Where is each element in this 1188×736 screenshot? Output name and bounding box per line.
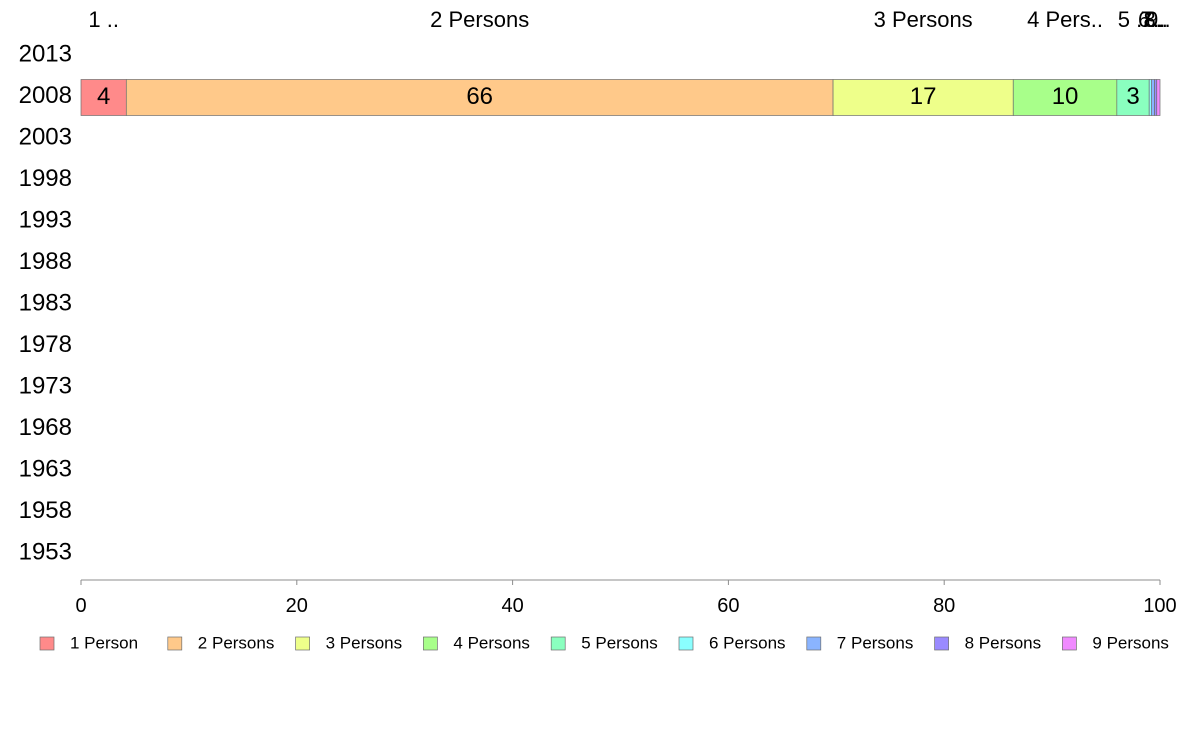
legend-label: 3 Persons (326, 633, 403, 652)
top-segment-label: 6.. (1138, 7, 1162, 32)
y-tick-label: 2008 (19, 82, 72, 109)
y-tick-label: 1988 (19, 248, 72, 275)
x-tick-label: 80 (933, 595, 955, 617)
bar-value-label: 66 (466, 83, 493, 110)
x-tick-label: 20 (286, 595, 308, 617)
bar-value-label: 10 (1052, 83, 1079, 110)
bar-segment (1012, 79, 1118, 116)
y-tick-label: 1963 (19, 455, 72, 482)
top-segment-label: 3 Persons (874, 7, 973, 32)
y-tick-label: 1993 (19, 206, 72, 233)
legend-label: 5 Persons (581, 633, 658, 652)
y-tick-label: 1998 (19, 165, 72, 192)
legend: 1 Person 2 Persons 3 Persons 4 Persons 5 Per… (39, 633, 1169, 652)
bar-segment (1151, 79, 1155, 116)
legend-swatch (39, 636, 55, 651)
y-tick-label: 1983 (19, 289, 72, 316)
top-category-labels: 1 .. 2 Persons 3 Persons 4 Pers.. 5 ..6..7..… (88, 7, 1170, 32)
y-tick-label: 2003 (19, 123, 72, 150)
top-segment-label: 2 Persons (430, 7, 529, 32)
legend-swatch (806, 636, 822, 651)
x-tick-label: 60 (717, 595, 739, 617)
legend-label: 7 Persons (837, 633, 914, 652)
x-axis: 0 20 40 60 80 100 (75, 579, 1177, 617)
y-tick-label: 1953 (19, 538, 72, 565)
legend-label: 4 Persons (453, 633, 530, 652)
bar-value-label: 17 (910, 83, 937, 110)
x-tick-label: 0 (75, 595, 86, 617)
top-segment-label: 7.. (1141, 7, 1165, 32)
legend-swatch (678, 636, 694, 651)
legend-label: 8 Persons (965, 633, 1042, 652)
bar-value-label: 4 (97, 83, 110, 110)
top-segment-label: 8.. (1143, 7, 1167, 32)
y-tick-label: 1968 (19, 414, 72, 441)
legend-label: 6 Persons (709, 633, 786, 652)
legend-swatch (934, 636, 949, 651)
bar-segment (125, 79, 834, 116)
top-segment-label: 4 Pers.. (1027, 7, 1103, 32)
x-tick-label: 40 (501, 595, 523, 617)
legend-swatch (423, 636, 438, 651)
top-segment-label: 1 .. (88, 7, 119, 32)
legend-label: 1 Person (70, 633, 138, 652)
legend-swatch (167, 636, 183, 651)
bar-value-label: 3 (1126, 83, 1139, 110)
x-tick-label: 100 (1143, 595, 1176, 617)
y-tick-label: 1958 (19, 497, 72, 524)
y-tick-label: 1978 (19, 331, 72, 358)
legend-label: 9 Persons (1092, 633, 1169, 652)
bar-segment (1116, 79, 1150, 116)
bars: 4 66 17 10 3 (80, 79, 1161, 116)
top-segment-label: 5 .. (1118, 7, 1149, 32)
y-axis: 2013 2008 2003 1998 1993 1988 1983 1978 1973 1968… (19, 40, 72, 565)
bar-segment (1156, 79, 1161, 116)
y-tick-label: 2013 (19, 40, 72, 67)
legend-label: 2 Persons (198, 633, 275, 652)
bar-segment (832, 79, 1014, 116)
y-tick-label: 1973 (19, 372, 72, 399)
bar-segment (80, 79, 127, 116)
legend-swatch (1062, 636, 1077, 651)
legend-swatch (295, 636, 310, 651)
legend-swatch (550, 636, 566, 651)
top-segment-label: 9.. (1146, 7, 1170, 32)
